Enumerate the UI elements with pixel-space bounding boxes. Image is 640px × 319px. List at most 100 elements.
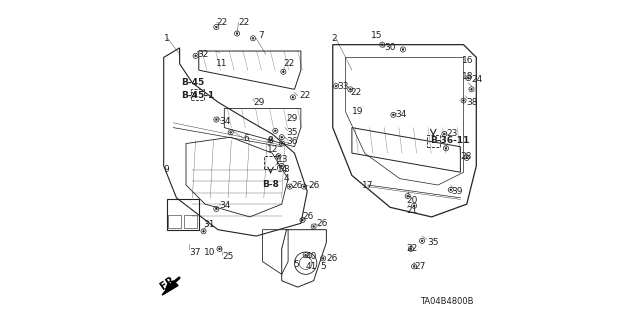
Text: B-8: B-8	[262, 180, 279, 189]
Circle shape	[275, 130, 276, 132]
Text: 26: 26	[317, 219, 328, 228]
Circle shape	[470, 88, 472, 90]
Text: 40: 40	[306, 252, 317, 261]
Text: 10: 10	[204, 248, 215, 256]
Text: 29: 29	[253, 98, 264, 107]
Text: 8: 8	[268, 136, 273, 145]
Text: 36: 36	[287, 137, 298, 146]
Text: 20: 20	[406, 197, 417, 205]
Text: 22: 22	[216, 18, 228, 27]
Text: 25: 25	[223, 252, 234, 261]
Text: 7: 7	[258, 31, 264, 40]
Text: 1: 1	[164, 34, 170, 43]
Text: B-45-1: B-45-1	[181, 91, 214, 100]
Text: 15: 15	[371, 31, 383, 40]
Circle shape	[301, 219, 303, 221]
Circle shape	[195, 55, 196, 57]
Text: B-45: B-45	[181, 78, 205, 87]
Circle shape	[230, 131, 232, 133]
Circle shape	[203, 230, 205, 232]
Text: 29: 29	[287, 114, 298, 122]
Text: 33: 33	[337, 82, 349, 91]
Circle shape	[281, 143, 283, 145]
Circle shape	[322, 257, 324, 259]
Circle shape	[410, 248, 412, 250]
Text: 4: 4	[284, 174, 289, 183]
Bar	[184, 215, 197, 228]
Circle shape	[269, 139, 271, 141]
Bar	[191, 89, 204, 100]
Circle shape	[421, 240, 423, 242]
Circle shape	[335, 85, 337, 87]
Circle shape	[392, 114, 394, 116]
Circle shape	[218, 248, 220, 250]
Text: 2: 2	[331, 34, 337, 43]
Circle shape	[444, 133, 445, 135]
Text: 27: 27	[414, 262, 426, 271]
Text: 11: 11	[216, 59, 228, 68]
Circle shape	[381, 44, 383, 46]
Text: 22: 22	[239, 18, 250, 27]
Circle shape	[402, 48, 404, 50]
Text: 22: 22	[284, 59, 294, 68]
Bar	[168, 215, 181, 228]
Text: 26: 26	[291, 181, 303, 189]
Text: 3: 3	[284, 165, 289, 174]
Text: 21: 21	[406, 206, 417, 215]
Circle shape	[413, 205, 415, 207]
Text: 14: 14	[277, 165, 288, 174]
Text: B-36-11: B-36-11	[430, 136, 469, 145]
Circle shape	[313, 226, 315, 227]
Text: 30: 30	[384, 43, 396, 52]
Circle shape	[216, 119, 218, 121]
Circle shape	[407, 195, 409, 197]
Text: 41: 41	[306, 262, 317, 271]
Circle shape	[278, 155, 280, 157]
Text: 16: 16	[462, 56, 474, 65]
Circle shape	[413, 265, 415, 267]
Circle shape	[445, 147, 447, 149]
Text: 22: 22	[300, 91, 310, 100]
Text: 35: 35	[427, 238, 438, 247]
Text: 26: 26	[309, 181, 320, 189]
Text: 18: 18	[462, 72, 474, 81]
Circle shape	[236, 33, 238, 34]
Bar	[167, 199, 199, 230]
Circle shape	[281, 165, 283, 167]
Text: 35: 35	[287, 128, 298, 137]
Text: 12: 12	[268, 145, 279, 154]
Text: 5: 5	[320, 262, 326, 271]
Circle shape	[289, 186, 291, 188]
Text: 28: 28	[460, 152, 472, 161]
Text: 26: 26	[303, 212, 314, 221]
Text: 32: 32	[197, 50, 209, 59]
Text: TA04B4800B: TA04B4800B	[420, 297, 473, 306]
Circle shape	[252, 37, 254, 39]
Circle shape	[281, 136, 283, 138]
Text: 22: 22	[350, 88, 362, 97]
Text: 22: 22	[406, 244, 417, 253]
Circle shape	[450, 189, 452, 191]
Circle shape	[467, 77, 469, 79]
Circle shape	[463, 100, 465, 101]
Text: 5: 5	[293, 260, 299, 269]
Text: 17: 17	[362, 181, 373, 189]
Text: FR.: FR.	[159, 273, 180, 292]
Text: 24: 24	[472, 75, 483, 84]
Circle shape	[305, 254, 307, 256]
Text: 31: 31	[204, 220, 215, 229]
Circle shape	[303, 186, 305, 188]
Polygon shape	[162, 281, 178, 295]
Circle shape	[292, 96, 294, 98]
Text: 37: 37	[189, 248, 201, 256]
Circle shape	[466, 157, 468, 159]
Text: 23: 23	[446, 130, 458, 138]
Text: 9: 9	[164, 165, 170, 174]
Bar	[427, 135, 440, 147]
Circle shape	[216, 208, 218, 210]
Text: 34: 34	[395, 110, 406, 119]
Text: 6: 6	[243, 134, 249, 143]
Circle shape	[282, 71, 284, 73]
Circle shape	[216, 26, 218, 28]
Text: 38: 38	[467, 98, 478, 107]
